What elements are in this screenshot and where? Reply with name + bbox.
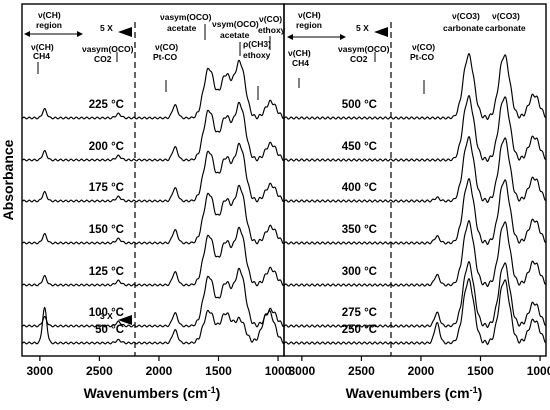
left-ann-co-ethoxy-1: ν(CO) xyxy=(259,14,282,24)
right-x-tick-label: 2000 xyxy=(408,364,435,378)
right-spectra xyxy=(283,53,547,345)
left-x-tick-label: 2000 xyxy=(146,364,173,378)
right-spectrum-line xyxy=(283,220,547,287)
left-spectrum-line xyxy=(21,226,285,287)
left-temperature-label: 175 °C xyxy=(89,182,124,194)
left-region-arrow-head-right xyxy=(77,31,83,37)
left-temperature-label: 200 °C xyxy=(89,141,124,153)
left-ann-ch-region-2: region xyxy=(36,20,62,30)
right-region-arrow-head-right xyxy=(340,34,346,40)
left-ann-ch4-1: ν(CH) xyxy=(31,42,54,52)
right-scale-label-5x: 5 X xyxy=(356,23,369,33)
left-ann-rho-ch3-1: ρ(CH3) xyxy=(243,39,271,49)
left-spectrum-line xyxy=(21,267,285,328)
left-ann-ptco-2: Pt-CO xyxy=(153,52,177,62)
left-spectrum-line xyxy=(21,59,285,120)
left-temperature-label: 225 °C xyxy=(89,99,124,111)
right-ann-carbonate-b-2: carbonate xyxy=(485,23,526,33)
right-x-axis-label: Wavenumbers (cm-1) xyxy=(346,385,483,401)
left-spectra xyxy=(21,59,285,345)
left-spectrum-line xyxy=(21,142,285,203)
left-ann-ch-region-1: ν(CH) xyxy=(38,10,61,20)
left-ann-acetate-asym-2: acetate xyxy=(167,23,197,33)
right-ann-ch4-1: ν(CH) xyxy=(288,48,311,58)
right-x-tick-label: 3000 xyxy=(289,364,316,378)
right-ann-carbonate-a-2: carbonate xyxy=(443,23,484,33)
left-temperature-label: 125 °C xyxy=(89,266,124,278)
left-x-axis-label-main: Wavenumbers (cm xyxy=(84,385,208,401)
left-scale-arrow xyxy=(118,27,132,37)
right-scale-arrow xyxy=(374,27,388,37)
left-temperature-label: 150 °C xyxy=(89,224,124,236)
right-ann-carbonate-a-1: ν(CO3) xyxy=(452,11,480,21)
right-region-arrow-head-left xyxy=(287,34,293,40)
right-spectrum-line xyxy=(283,136,547,203)
right-x-tick-label: 2500 xyxy=(348,364,375,378)
left-spectrum-line xyxy=(21,306,285,345)
right-x-tick-label: 1000 xyxy=(527,364,550,378)
right-temperature-label: 350 °C xyxy=(342,224,377,236)
right-temperature-label: 300 °C xyxy=(342,266,377,278)
left-temperature-label: 50 °C xyxy=(95,324,124,336)
left-ann-acetate-sym-1: νsym(OCO) xyxy=(212,19,259,29)
right-ann-ch-region-1: ν(CH) xyxy=(298,10,321,20)
left-ann-co2-2: CO2 xyxy=(94,54,112,64)
right-ann-co2-1: νasym(OCO) xyxy=(338,44,390,54)
right-temperature-label: 450 °C xyxy=(342,141,377,153)
left-ann-ch4-2: CH4 xyxy=(33,51,50,61)
right-spectrum-line xyxy=(283,278,547,345)
right-spectrum-line xyxy=(283,53,547,120)
right-spectrum-line xyxy=(283,95,547,162)
left-x-tick-label: 3000 xyxy=(27,364,54,378)
right-temperature-label: 500 °C xyxy=(342,99,377,111)
left-scale-arrow-3x xyxy=(118,315,132,325)
left-scale-label-5x: 5 X xyxy=(100,23,113,33)
left-temperature-labels: 225 °C 200 °C 175 °C 150 °C 125 °C 100 °C 50 °… xyxy=(89,99,124,336)
right-ann-ch4-2: CH4 xyxy=(292,58,309,68)
right-temperature-label: 400 °C xyxy=(342,182,377,194)
right-ann-ptco-1: ν(CO) xyxy=(412,42,435,52)
left-x-tick-label: 2500 xyxy=(86,364,113,378)
right-temperature-label: 275 °C xyxy=(342,307,377,319)
left-scale-label-3x: 3 X xyxy=(100,311,113,321)
left-region-arrow-head-left xyxy=(24,31,30,37)
left-ann-ptco-1: ν(CO) xyxy=(155,42,178,52)
left-ann-co2-1: νasym(OCO) xyxy=(82,44,134,54)
right-ann-ptco-2: Pt-CO xyxy=(410,52,434,62)
left-ann-rho-ch3-2: ethoxy xyxy=(243,50,271,60)
left-x-axis-label: Wavenumbers (cm-1) xyxy=(84,385,221,401)
right-x-axis-label-end: ) xyxy=(478,385,483,401)
right-spectrum-line xyxy=(283,178,547,245)
right-x-axis-label-sup: -1 xyxy=(470,385,478,395)
right-temperature-labels: 500 °C 450 °C 400 °C 350 °C 300 °C 275 °C 250 … xyxy=(342,99,377,336)
right-temperature-label: 250 °C xyxy=(342,324,377,336)
left-x-ticks: 3000 2500 2000 1500 1000 xyxy=(27,356,292,378)
y-axis-label: Absorbance xyxy=(0,139,16,220)
right-x-ticks: 3000 2500 2000 1500 1000 xyxy=(289,356,550,378)
left-x-tick-label: 1000 xyxy=(265,364,292,378)
left-x-axis-label-end: ) xyxy=(216,385,221,401)
right-panel-frame xyxy=(283,3,547,357)
left-x-tick-label: 1500 xyxy=(205,364,232,378)
right-spectrum-line xyxy=(283,261,547,328)
left-ann-co-ethoxy-2: ethoxy xyxy=(258,25,286,35)
right-x-tick-label: 1500 xyxy=(467,364,494,378)
left-spectrum-line xyxy=(21,101,285,162)
right-ann-carbonate-b-1: ν(CO3) xyxy=(492,11,520,21)
left-ann-acetate-asym-1: νasym(OCO) xyxy=(160,12,212,22)
left-ann-acetate-sym-2: acetate xyxy=(220,30,250,40)
left-temperature-label: 100 °C xyxy=(89,307,124,319)
left-spectrum-line xyxy=(21,184,285,245)
right-x-axis-label-main: Wavenumbers (cm xyxy=(346,385,470,401)
right-ann-ch-region-2: region xyxy=(296,20,322,30)
right-ann-co2-2: CO2 xyxy=(350,54,368,64)
left-x-axis-label-sup: -1 xyxy=(208,385,216,395)
